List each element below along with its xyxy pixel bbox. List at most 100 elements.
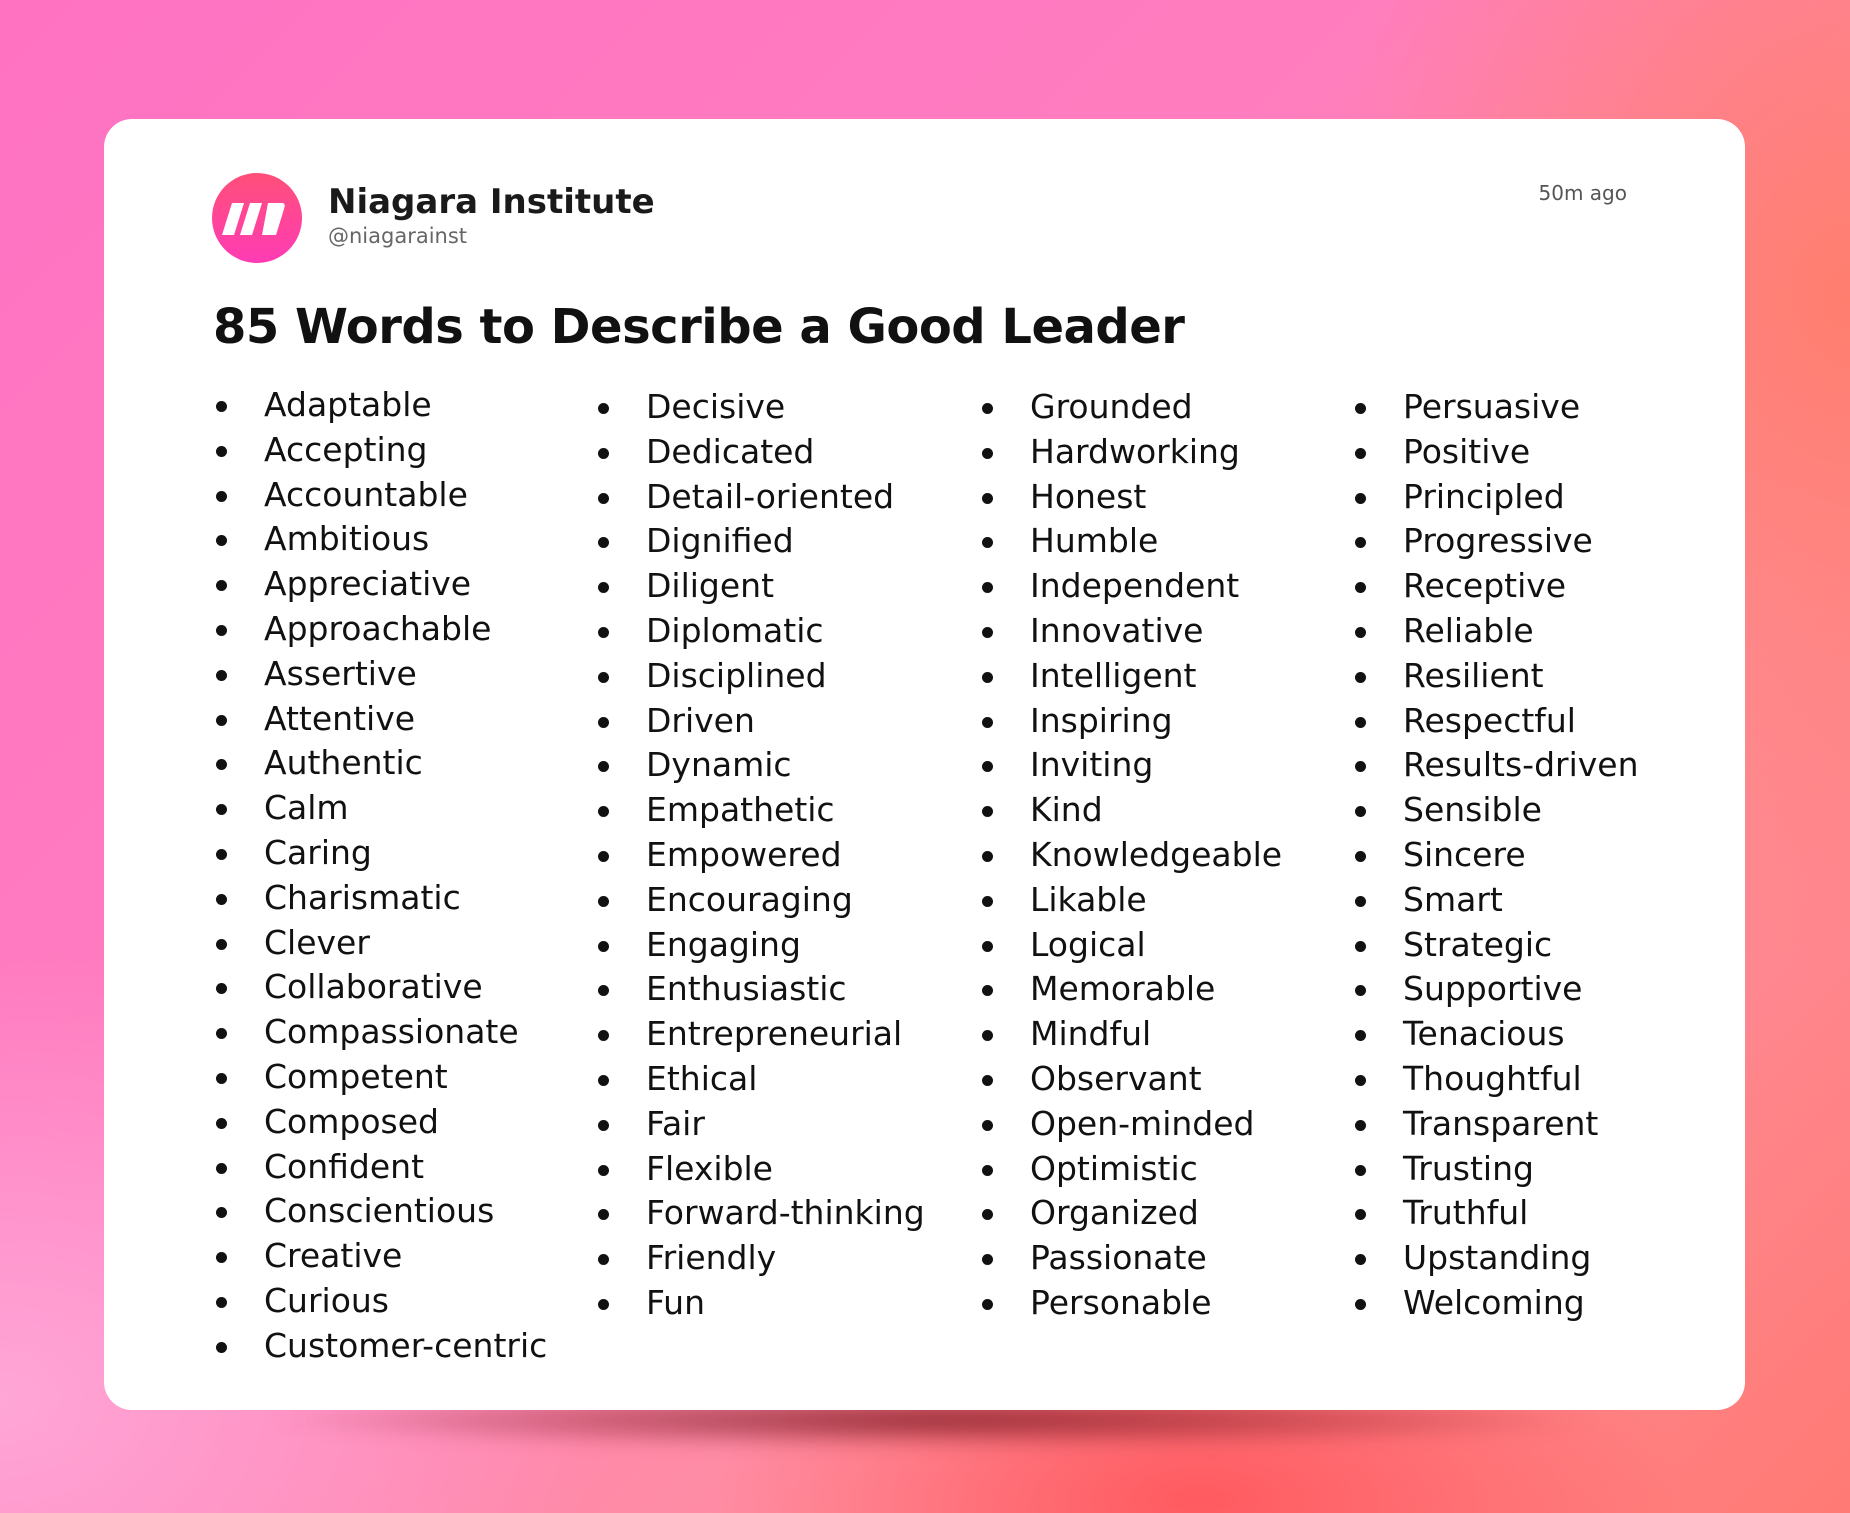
word-label: Creative (264, 1236, 403, 1276)
list-item: Adaptable (215, 383, 547, 428)
list-item: Transparent (1355, 1102, 1639, 1147)
word-label: Knowledgeable (1030, 834, 1283, 874)
word-label: Attentive (264, 698, 416, 738)
list-item: Inspiring (981, 699, 1282, 744)
word-label: Diligent (646, 566, 775, 606)
word-label: Enthusiastic (646, 969, 847, 1009)
list-item: Dynamic (598, 743, 925, 788)
word-label: Confident (264, 1146, 425, 1186)
list-item: Composed (215, 1100, 547, 1145)
word-label: Memorable (1030, 969, 1216, 1009)
list-item: Observant (981, 1057, 1282, 1102)
list-item: Organized (981, 1191, 1282, 1236)
word-label: Humble (1030, 521, 1159, 561)
list-item: Positive (1355, 430, 1639, 475)
list-item: Progressive (1355, 519, 1639, 564)
list-item: Intelligent (981, 654, 1282, 699)
list-item: Humble (981, 519, 1282, 564)
list-item: Empowered (598, 833, 925, 878)
list-item: Ambitious (215, 517, 547, 562)
list-item: Conscientious (215, 1189, 547, 1234)
word-label: Results-driven (1403, 745, 1639, 785)
word-label: Thoughtful (1403, 1058, 1582, 1098)
list-item: Persuasive (1355, 385, 1639, 430)
word-label: Decisive (646, 387, 786, 426)
post-card: Niagara Institute @niagarainst 50m ago 8… (104, 119, 1745, 1410)
list-item: Enthusiastic (598, 967, 925, 1012)
word-label: Friendly (646, 1238, 777, 1278)
word-label: Assertive (264, 653, 417, 693)
word-label: Dedicated (646, 431, 815, 471)
word-list-column-2: Decisive Dedicated Detail-oriented Dignifie… (598, 385, 925, 1326)
list-item: Likable (981, 878, 1282, 923)
word-label: Customer-centric (264, 1325, 548, 1365)
list-item: Mindful (981, 1012, 1282, 1057)
list-item: Friendly (598, 1236, 925, 1281)
word-label: Positive (1403, 431, 1531, 471)
word-label: Grounded (1030, 387, 1193, 426)
list-item: Innovative (981, 609, 1282, 654)
list-item: Resilient (1355, 654, 1639, 699)
list-item: Hardworking (981, 430, 1282, 475)
list-item: Detail-oriented (598, 475, 925, 520)
list-item: Flexible (598, 1147, 925, 1192)
list-item: Driven (598, 699, 925, 744)
list-item: Assertive (215, 652, 547, 697)
list-item: Strategic (1355, 923, 1639, 968)
word-label: Hardworking (1030, 431, 1240, 471)
list-item: Open-minded (981, 1102, 1282, 1147)
word-label: Organized (1030, 1193, 1199, 1233)
list-item: Customer-centric (215, 1324, 548, 1369)
list-item: Tenacious (1355, 1012, 1639, 1057)
list-item: Calm (215, 786, 547, 831)
word-label: Accountable (264, 474, 468, 514)
niagara-logo-icon (212, 173, 302, 263)
word-label: Empowered (646, 834, 842, 874)
word-label: Adaptable (264, 385, 432, 424)
word-label: Principled (1403, 476, 1565, 516)
post-title: 85 Words to Describe a Good Leader (213, 299, 1185, 355)
list-item: Sensible (1355, 788, 1639, 833)
word-label: Smart (1403, 879, 1503, 919)
list-item: Confident (215, 1145, 547, 1190)
word-label: Composed (264, 1101, 439, 1141)
word-list-column-4: Persuasive Positive Principled Progressive R… (1355, 385, 1639, 1326)
word-label: Observant (1030, 1058, 1202, 1098)
word-label: Disciplined (646, 655, 827, 695)
word-label: Strategic (1403, 924, 1553, 964)
list-item: Truthful (1355, 1191, 1639, 1236)
word-label: Reliable (1403, 610, 1534, 650)
list-item: Welcoming (1355, 1281, 1639, 1326)
list-item: Thoughtful (1355, 1057, 1639, 1102)
author-handle[interactable]: @niagarainst (328, 224, 468, 248)
list-item: Compassionate (215, 1010, 547, 1055)
word-label: Persuasive (1403, 387, 1581, 426)
word-label: Entrepreneurial (646, 1014, 903, 1054)
word-label: Sincere (1403, 834, 1526, 874)
word-label: Supportive (1403, 969, 1583, 1009)
word-label: Dynamic (646, 745, 792, 785)
word-label: Transparent (1403, 1103, 1599, 1143)
word-label: Tenacious (1403, 1014, 1565, 1054)
list-item: Results-driven (1355, 743, 1639, 788)
list-item: Fair (598, 1102, 925, 1147)
word-label: Trusting (1403, 1148, 1534, 1188)
word-label: Welcoming (1403, 1282, 1585, 1322)
list-item: Upstanding (1355, 1236, 1639, 1281)
list-item: Personable (981, 1281, 1282, 1326)
list-item: Attentive (215, 697, 547, 742)
list-item: Competent (215, 1055, 547, 1100)
word-label: Driven (646, 700, 755, 740)
list-item: Decisive (598, 385, 925, 430)
list-item: Knowledgeable (981, 833, 1283, 878)
word-label: Caring (264, 832, 372, 872)
list-item: Curious (215, 1279, 547, 1324)
list-item: Optimistic (981, 1147, 1282, 1192)
word-label: Receptive (1403, 566, 1567, 606)
word-label: Honest (1030, 476, 1147, 516)
list-item: Smart (1355, 878, 1639, 923)
word-label: Forward-thinking (646, 1193, 925, 1233)
word-label: Personable (1030, 1282, 1212, 1322)
word-label: Kind (1030, 790, 1103, 830)
author-name[interactable]: Niagara Institute (328, 182, 655, 222)
